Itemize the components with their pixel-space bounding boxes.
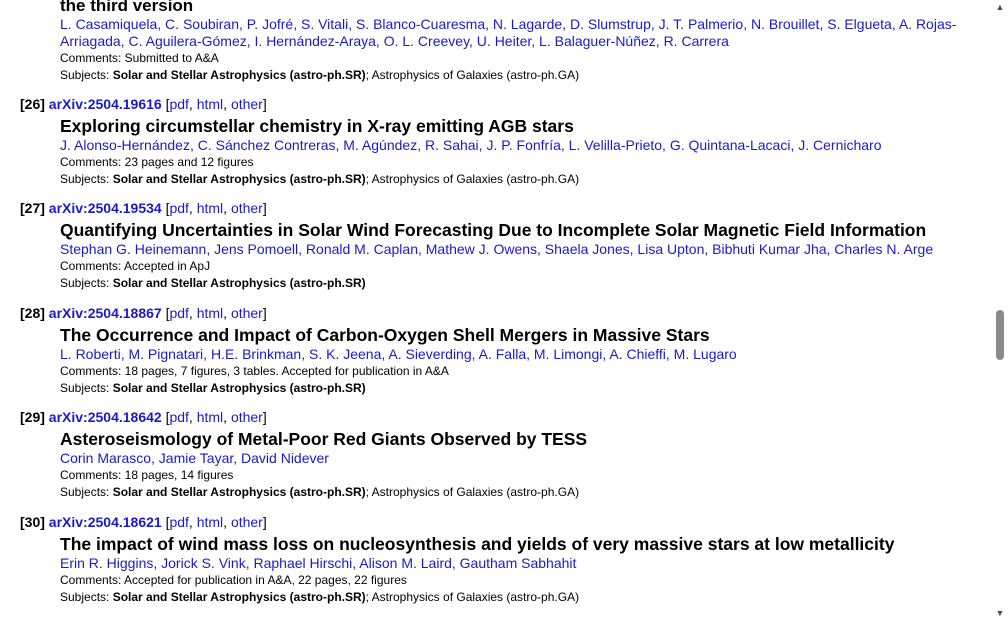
other-formats-link[interactable]: other (230, 200, 263, 216)
subjects: Subjects: Solar and Stellar Astrophysics… (60, 381, 366, 396)
subjects-primary: Solar and Stellar Astrophysics (astro-ph… (112, 381, 366, 395)
subjects-label: Subjects: (60, 590, 113, 604)
arxiv-id-link[interactable]: arXiv:2504.19616 (48, 96, 162, 112)
subjects: Subjects: Solar and Stellar Astrophysics… (60, 172, 579, 187)
html-link[interactable]: html (196, 200, 224, 216)
subjects: Subjects: Solar and Stellar Astrophysics… (60, 276, 366, 291)
subjects-primary: Solar and Stellar Astrophysics (astro-ph… (112, 172, 366, 186)
entry-header: [30] arXiv:2504.18621 [pdf, html, other] (20, 514, 267, 530)
other-formats-link[interactable]: other (230, 514, 263, 530)
entry-header: [28] arXiv:2504.18867 [pdf, html, other] (20, 305, 267, 321)
paper-title: Asteroseismology of Metal-Poor Red Giant… (60, 429, 588, 449)
comments: Comments: 18 pages, 7 figures, 3 tables.… (60, 364, 449, 378)
paper-title[interactable]: the third version (60, 0, 194, 15)
author-line[interactable]: L. Casamiquela, C. Soubiran, P. Jofré, S… (60, 16, 957, 32)
paper-title: The Occurrence and Impact of Carbon-Oxyg… (60, 325, 710, 345)
pdf-link[interactable]: pdf (169, 514, 189, 530)
subjects-secondary: ; Astrophysics of Galaxies (astro-ph.GA) (365, 590, 580, 604)
html-link[interactable]: html (196, 514, 224, 530)
paper-title: Exploring circumstellar chemistry in X-r… (60, 116, 574, 136)
scroll-down-arrow-icon[interactable]: ▼ (995, 608, 1005, 618)
subjects-primary: Solar and Stellar Astrophysics (astro-ph… (112, 485, 366, 499)
subjects: Subjects: Solar and Stellar Astrophysics… (60, 485, 579, 500)
author-line[interactable]: Arriagada, C. Aguilera-Gómez, I. Hernánd… (60, 33, 729, 49)
entry-index: [28] (20, 305, 45, 321)
author-list[interactable]: L. Roberti, M. Pignatari, H.E. Brinkman,… (60, 346, 737, 362)
subjects: Subjects: Solar and Stellar Astrophysics… (60, 590, 579, 605)
other-formats-link[interactable]: other (230, 96, 263, 112)
subjects-label: Subjects: (60, 276, 113, 290)
comments: Comments: 18 pages, 14 figures (60, 468, 234, 482)
entry-index: [26] (20, 96, 45, 112)
pdf-link[interactable]: pdf (169, 96, 189, 112)
entry-index: [27] (20, 200, 45, 216)
entry-header: [29] arXiv:2504.18642 [pdf, html, other] (20, 409, 267, 425)
scrollbar-thumb[interactable] (996, 310, 1004, 360)
pdf-link[interactable]: pdf (169, 200, 189, 216)
paper-title: The impact of wind mass loss on nucleosy… (60, 534, 895, 554)
subjects-secondary: ; Astrophysics of Galaxies (astro-ph.GA) (365, 485, 580, 499)
subjects-secondary: ; Astrophysics of Galaxies (astro-ph.GA) (365, 172, 580, 186)
subjects-label: Subjects: (60, 68, 113, 82)
arxiv-id-link[interactable]: arXiv:2504.18621 (48, 514, 162, 530)
author-list[interactable]: Stephan G. Heinemann, Jens Pomoell, Rona… (60, 241, 934, 257)
author-list[interactable]: Corin Marasco, Jamie Tayar, David Nideve… (60, 450, 329, 466)
comments: Comments: 23 pages and 12 figures (60, 155, 254, 169)
vertical-scrollbar[interactable]: ▲ ▼ (992, 0, 1008, 621)
html-link[interactable]: html (196, 409, 224, 425)
paper-title: Quantifying Uncertainties in Solar Wind … (60, 220, 927, 240)
author-list[interactable]: J. Alonso-Hernández, C. Sánchez Contrera… (60, 137, 882, 153)
scroll-up-arrow-icon[interactable]: ▲ (995, 2, 1005, 12)
arxiv-id-link[interactable]: arXiv:2504.18642 (48, 409, 162, 425)
subjects-primary: Solar and Stellar Astrophysics (astro-ph… (112, 276, 366, 290)
subjects-primary: Solar and Stellar Astrophysics (astro-ph… (112, 68, 366, 82)
entry-index: [29] (20, 409, 45, 425)
subjects-label: Subjects: (60, 381, 113, 395)
html-link[interactable]: html (196, 305, 224, 321)
other-formats-link[interactable]: other (230, 409, 263, 425)
entry-header: [26] arXiv:2504.19616 [pdf, html, other] (20, 96, 267, 112)
arxiv-id-link[interactable]: arXiv:2504.19534 (48, 200, 162, 216)
subjects-primary: Solar and Stellar Astrophysics (astro-ph… (112, 590, 366, 604)
author-list[interactable]: L. Casamiquela, C. Soubiran, P. Jofré, S… (60, 16, 980, 50)
arxiv-id-link[interactable]: arXiv:2504.18867 (48, 305, 162, 321)
pdf-link[interactable]: pdf (169, 305, 189, 321)
pdf-link[interactable]: pdf (169, 409, 189, 425)
subjects-label: Subjects: (60, 172, 113, 186)
entry-header: [27] arXiv:2504.19534 [pdf, html, other] (20, 200, 267, 216)
other-formats-link[interactable]: other (230, 305, 263, 321)
subjects: Subjects: Solar and Stellar Astrophysics… (60, 68, 579, 83)
comments: Comments: Accepted for publication in A&… (60, 573, 407, 587)
subjects-label: Subjects: (60, 485, 113, 499)
html-link[interactable]: html (196, 96, 224, 112)
entry-index: [30] (20, 514, 45, 530)
subjects-secondary: ; Astrophysics of Galaxies (astro-ph.GA) (365, 68, 580, 82)
author-list[interactable]: Erin R. Higgins, Jorick S. Vink, Raphael… (60, 555, 577, 571)
comments: Comments: Accepted in ApJ (60, 259, 211, 273)
comments: Comments: Submitted to A&A (60, 51, 219, 65)
